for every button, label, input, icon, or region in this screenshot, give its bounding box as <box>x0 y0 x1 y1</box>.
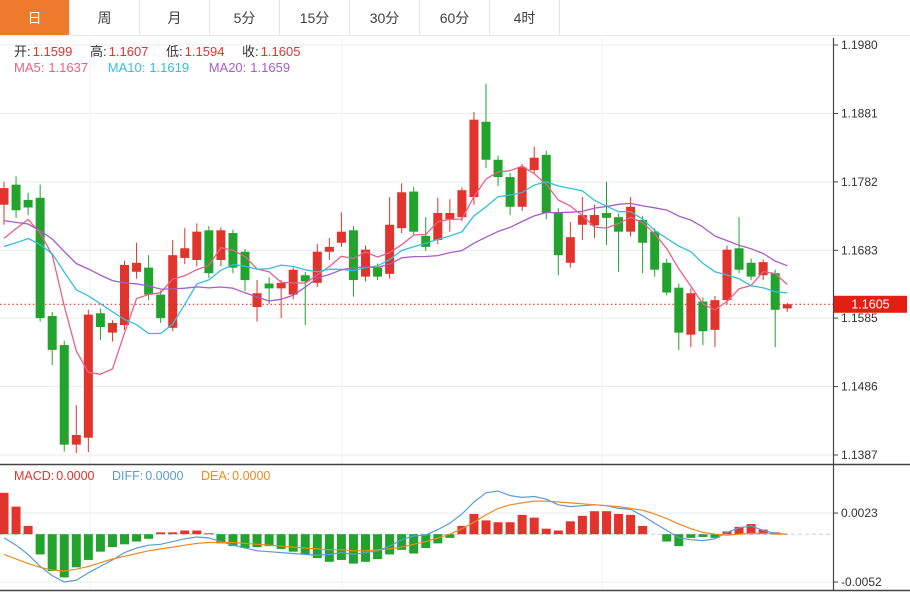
open-value: 1.1599 <box>32 44 73 59</box>
ma20-label: MA20: <box>208 60 247 75</box>
macd-label: MACD: <box>14 469 55 483</box>
ma10-label: MA10: <box>107 60 146 75</box>
period-tabbar: 日 周 月 5分 15分 30分 60分 4时 <box>0 0 910 36</box>
ma-legend: MA5: 1.1637 MA10: 1.1619 MA20: 1.1659 <box>14 60 306 75</box>
svg-text:1.1881: 1.1881 <box>841 106 878 120</box>
tab-week[interactable]: 周 <box>70 0 140 35</box>
macd-value: 0.0000 <box>56 469 95 483</box>
svg-text:1.1387: 1.1387 <box>841 448 878 462</box>
tab-month[interactable]: 月 <box>140 0 210 35</box>
svg-text:1.1782: 1.1782 <box>841 175 878 189</box>
tab-15min[interactable]: 15分 <box>280 0 350 35</box>
dea-value: 0.0000 <box>232 469 271 483</box>
diff-label: DIFF: <box>112 469 144 483</box>
close-label: 收: <box>242 44 259 59</box>
ma20-value: 1.1659 <box>250 60 291 75</box>
svg-text:1.1486: 1.1486 <box>841 380 878 394</box>
svg-text:1.1605: 1.1605 <box>851 298 889 312</box>
low-label: 低: <box>166 44 183 59</box>
tab-5min[interactable]: 5分 <box>210 0 280 35</box>
low-value: 1.1594 <box>184 44 225 59</box>
dea-label: DEA: <box>200 469 231 483</box>
svg-text:1.1683: 1.1683 <box>841 243 878 257</box>
tab-30min[interactable]: 30分 <box>350 0 420 35</box>
ma5-label: MA5: <box>14 60 45 75</box>
ma10-value: 1.1619 <box>149 60 190 75</box>
svg-text:-0.0052: -0.0052 <box>841 575 882 589</box>
diff-value: 0.0000 <box>145 469 184 483</box>
open-label: 开: <box>14 44 31 59</box>
tab-day[interactable]: 日 <box>0 0 70 35</box>
tab-4hour[interactable]: 4时 <box>490 0 560 35</box>
ohlc-legend: 开: 1.1599 高: 1.1607 低: 1.1594 收: 1.1605 <box>14 41 314 60</box>
ma5-value: 1.1637 <box>48 60 89 75</box>
macd-legend: MACD: 0.0000 DIFF: 0.0000 DEA: 0.0000 <box>14 469 284 483</box>
svg-text:1.1585: 1.1585 <box>841 311 878 325</box>
close-value: 1.1605 <box>260 44 301 59</box>
high-value: 1.1607 <box>108 44 149 59</box>
svg-text:0.0023: 0.0023 <box>841 506 878 520</box>
svg-text:1.1980: 1.1980 <box>841 38 878 52</box>
tab-60min[interactable]: 60分 <box>420 0 490 35</box>
high-label: 高: <box>90 44 107 59</box>
